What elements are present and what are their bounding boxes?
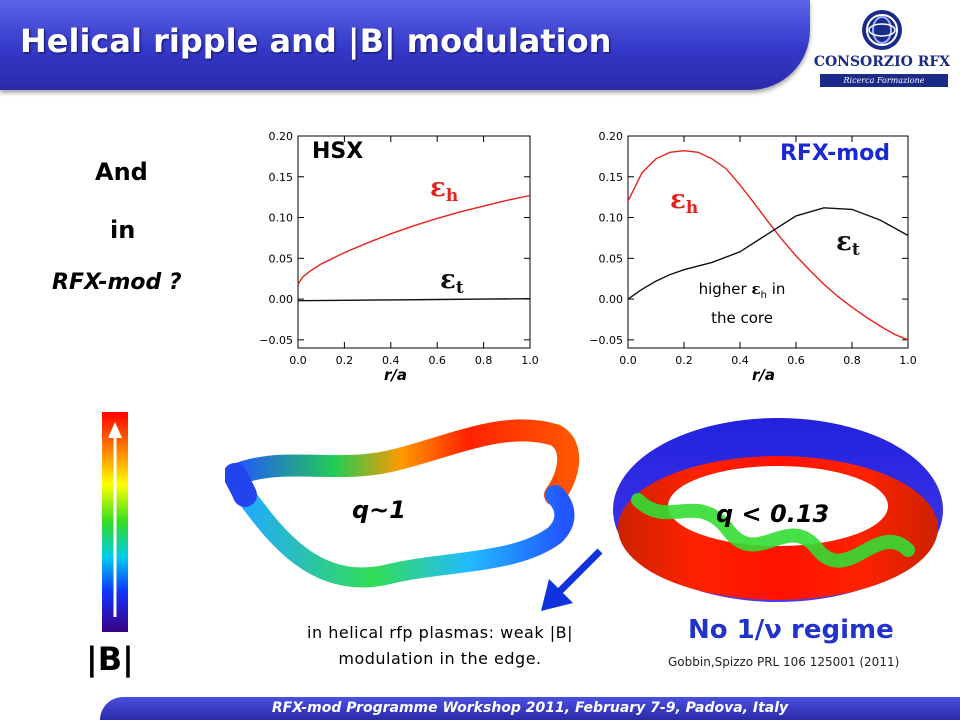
footer: RFX-mod Programme Workshop 2011, Februar… <box>100 697 960 720</box>
series-line-1 <box>627 207 909 300</box>
q1-label: q~1 <box>352 496 406 524</box>
title-bar: Helical ripple and |B| modulation <box>0 0 810 90</box>
y-tick-label: 0.15 <box>599 171 624 184</box>
y-tick-label: −0.05 <box>259 334 293 347</box>
reference: Gobbin,Spizzo PRL 106 125001 (2011) <box>668 655 900 669</box>
slide-title: Helical ripple and |B| modulation <box>20 22 612 60</box>
y-tick-label: 0.20 <box>599 130 624 143</box>
x-tick-label: 0.0 <box>289 354 307 367</box>
x-tick-label: 0.2 <box>675 354 693 367</box>
hsx-xlabel: r/a <box>384 366 407 384</box>
hsx-ripple-chart: 0.0 0.2 0.4 0.6 0.8 1.0 0.20 0.15 0.10 0.05 0.00 −0… <box>259 130 539 367</box>
question-line-2: in <box>110 216 136 244</box>
y-tick-label: −0.05 <box>589 334 623 347</box>
caption-line-2: modulation in the edge. <box>338 649 542 668</box>
annotation-sub: h <box>760 290 767 301</box>
annotation-line-2: the core <box>711 309 773 327</box>
helical-plasma-q1-image <box>225 419 580 588</box>
x-tick-label: 0.4 <box>382 354 400 367</box>
series-label-0: εh <box>670 185 698 218</box>
x-tick-label: 0.6 <box>787 354 805 367</box>
x-tick-label: 0.0 <box>619 354 637 367</box>
regime-pre: No 1/ <box>688 615 765 645</box>
y-tick-label: 0.10 <box>269 212 294 225</box>
annotation-post: in <box>766 280 786 298</box>
x-tick-label: 0.8 <box>843 354 861 367</box>
annotation-epsilon: ε <box>751 280 761 298</box>
rfx-xlabel: r/a <box>752 366 775 384</box>
regime-text: No 1/ν regime <box>688 615 894 645</box>
series-line-0 <box>627 149 909 341</box>
series-line-0 <box>297 194 531 285</box>
question-line-3: RFX-mod ? <box>52 270 182 295</box>
x-tick-label: 1.0 <box>521 354 539 367</box>
regime-nu: ν <box>764 615 782 645</box>
q013-label: q < 0.13 <box>716 500 830 528</box>
series-label-1: εt <box>836 227 860 260</box>
y-tick-label: 0.10 <box>599 212 624 225</box>
caption: in helical rfp plasmas: weak |B| modulat… <box>240 620 640 672</box>
core-annotation: higher εh in the core <box>672 278 812 329</box>
logo-tagline: Ricerca Formazione Innovazione <box>820 74 948 98</box>
y-tick-label: 0.20 <box>269 130 294 143</box>
series-line-1 <box>297 298 531 302</box>
logo-name: CONSORZIO RFX <box>813 54 951 70</box>
annotation-pre: higher <box>698 280 752 298</box>
torus-plasma-image <box>613 418 943 602</box>
x-tick-label: 0.6 <box>428 354 446 367</box>
y-tick-label: 0.05 <box>599 252 624 265</box>
consorzio-rfx-logo: CONSORZIO RFX Ricerca Formazione Innovaz… <box>812 6 952 98</box>
regime-post: regime <box>781 615 894 645</box>
caption-line-1: in helical rfp plasmas: weak |B| <box>307 623 573 642</box>
series-label-0: εh <box>430 173 458 206</box>
plot-frame <box>627 135 909 349</box>
y-tick-label: 0.00 <box>269 293 294 306</box>
x-tick-label: 0.8 <box>475 354 493 367</box>
y-tick-label: 0.05 <box>269 252 294 265</box>
y-tick-label: 0.15 <box>269 171 294 184</box>
blue-arrow-icon <box>541 548 603 611</box>
series-label-1: εt <box>440 265 464 298</box>
y-tick-label: 0.00 <box>599 293 624 306</box>
b-colorbar <box>100 412 130 632</box>
logo-emblem-icon <box>862 10 902 50</box>
x-tick-label: 0.2 <box>336 354 354 367</box>
chart-title: RFX-mod <box>780 141 890 166</box>
chart-title: HSX <box>312 139 363 164</box>
colorbar-label: |B| <box>86 640 134 678</box>
x-tick-label: 1.0 <box>899 354 917 367</box>
plot-frame <box>297 135 531 349</box>
question-line-1: And <box>95 158 148 186</box>
x-tick-label: 0.4 <box>731 354 749 367</box>
rfx-ripple-chart: 0.0 0.2 0.4 0.6 0.8 1.0 0.20 0.15 0.10 0.05 0.00 −0… <box>589 130 917 367</box>
